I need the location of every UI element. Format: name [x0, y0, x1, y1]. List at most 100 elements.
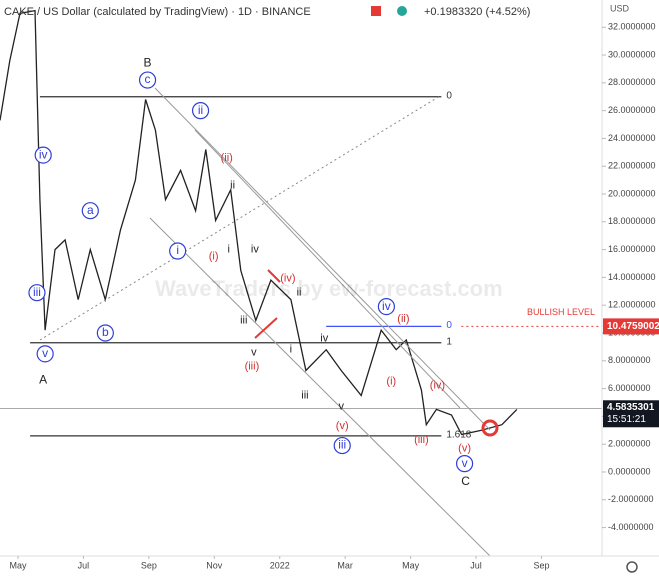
- wave-circle: [455, 455, 474, 473]
- target-circle: [481, 419, 499, 437]
- level-price-box: [603, 318, 659, 335]
- wave-label: iii: [33, 285, 41, 299]
- wave-circle: [138, 71, 157, 89]
- wave-label: i: [176, 243, 179, 257]
- wave-label: v: [462, 456, 468, 470]
- wave-circle: [96, 324, 114, 342]
- wave-label: iv: [382, 299, 391, 313]
- wave-label: iii: [301, 389, 308, 401]
- x-tick-label: 2022: [270, 560, 290, 570]
- x-tick-label: May: [402, 560, 420, 570]
- x-tick-label: Nov: [206, 560, 223, 570]
- wave-label: v: [42, 346, 48, 360]
- wave-circle: [191, 102, 210, 120]
- flag-icon[interactable]: [371, 6, 381, 16]
- wave-label: A: [39, 372, 47, 386]
- trend-line: [39, 95, 441, 341]
- wave-label: iv: [251, 244, 259, 256]
- status-dot: [397, 6, 407, 16]
- wave-label: (v): [336, 420, 349, 432]
- wave-label: ii: [230, 180, 235, 192]
- wave-label: (iii): [245, 360, 260, 372]
- x-tick-label: Jul: [470, 560, 482, 570]
- wave-label: (iv): [430, 380, 445, 392]
- y-tick-label: 32.0000000: [608, 22, 656, 32]
- price-change: +0.1983320 (+4.52%): [424, 6, 530, 18]
- y-tick-label: 30.0000000: [608, 49, 656, 59]
- channel-line: [149, 217, 491, 556]
- plot-area: [0, 9, 602, 437]
- wave-label: (v): [458, 442, 471, 454]
- y-tick-label: 2.0000000: [608, 439, 651, 449]
- wave-label: iv: [39, 147, 48, 161]
- wave-circle: [81, 202, 99, 220]
- x-tick-label: May: [9, 560, 27, 570]
- level-label: 0: [446, 90, 452, 101]
- wave-label: (ii): [221, 152, 233, 164]
- wave-label: v: [338, 401, 344, 413]
- wave-label: iii: [338, 438, 346, 452]
- wave-label: (iv): [280, 273, 295, 285]
- wave-label: iv: [320, 332, 328, 344]
- last-price-box: [603, 400, 659, 428]
- marker-line: [267, 269, 281, 283]
- wave-label: a: [87, 203, 94, 217]
- wave-label: c: [145, 72, 151, 86]
- wave-label: (iii): [414, 434, 429, 446]
- settings-icon[interactable]: [626, 561, 638, 573]
- y-tick-label: -4.0000000: [608, 522, 654, 532]
- marker-line: [254, 317, 278, 339]
- y-tick-label: 18.0000000: [608, 216, 656, 226]
- wave-circle: [377, 297, 395, 316]
- wave-label: v: [251, 346, 257, 358]
- wave-circle: [333, 436, 351, 455]
- channel-line: [154, 87, 491, 431]
- x-tick-label: Mar: [337, 560, 353, 570]
- channel-line: [194, 129, 461, 409]
- wave-label: B: [144, 56, 152, 70]
- y-axis-label: USD: [610, 3, 630, 13]
- watermark: WaveTraders by ew-forecast.com: [155, 276, 503, 301]
- y-tick-label: 12.0000000: [608, 300, 656, 310]
- y-tick-label: 0.0000000: [608, 466, 651, 476]
- y-tick-label: 14.0000000: [608, 272, 656, 282]
- wave-label: i: [227, 244, 229, 256]
- y-tick-label: 8.0000000: [608, 355, 651, 365]
- x-tick-label: Sep: [141, 560, 157, 570]
- chart-title: CAKE / US Dollar (calculated by TradingV…: [4, 6, 311, 18]
- x-tick-label: Jul: [78, 560, 90, 570]
- y-tick-label: 22.0000000: [608, 161, 656, 171]
- wave-circle: [34, 146, 52, 164]
- y-tick-label: 20.0000000: [608, 188, 656, 198]
- wave-label: b: [102, 325, 109, 339]
- y-tick-label: 26.0000000: [608, 105, 656, 115]
- y-tick-label: 16.0000000: [608, 244, 656, 254]
- price-line: [0, 9, 518, 436]
- y-tick-label: 24.0000000: [608, 133, 656, 143]
- wave-label: (i): [209, 250, 219, 262]
- y-tick-label: -2.0000000: [608, 494, 654, 504]
- wave-label: i: [290, 344, 292, 356]
- wave-circle: [28, 284, 46, 302]
- y-tick-label: 28.0000000: [608, 77, 656, 87]
- level-price-label: 10.4759002: [607, 321, 659, 332]
- y-tick-label: 6.0000000: [608, 383, 651, 393]
- wave-circle: [36, 345, 54, 363]
- level-note: BULLISH LEVEL: [527, 307, 595, 317]
- wave-circle: [169, 242, 187, 260]
- drawings: [39, 87, 499, 556]
- wave-label: (i): [386, 376, 396, 388]
- wave-label: iii: [240, 314, 247, 326]
- wave-label: C: [461, 474, 470, 488]
- last-price-label: 4.5835301: [607, 402, 655, 413]
- wave-label: ii: [297, 287, 302, 299]
- wave-label: (ii): [397, 313, 409, 325]
- wave-label: ii: [198, 103, 203, 117]
- level-label: 0: [446, 320, 452, 331]
- countdown-label: 15:51:21: [607, 414, 646, 425]
- x-tick-label: Sep: [533, 560, 549, 570]
- level-label: 1: [446, 336, 452, 347]
- level-label: 1.618: [446, 429, 471, 440]
